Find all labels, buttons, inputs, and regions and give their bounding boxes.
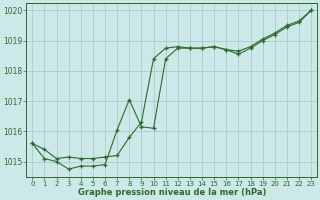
X-axis label: Graphe pression niveau de la mer (hPa): Graphe pression niveau de la mer (hPa) <box>77 188 266 197</box>
